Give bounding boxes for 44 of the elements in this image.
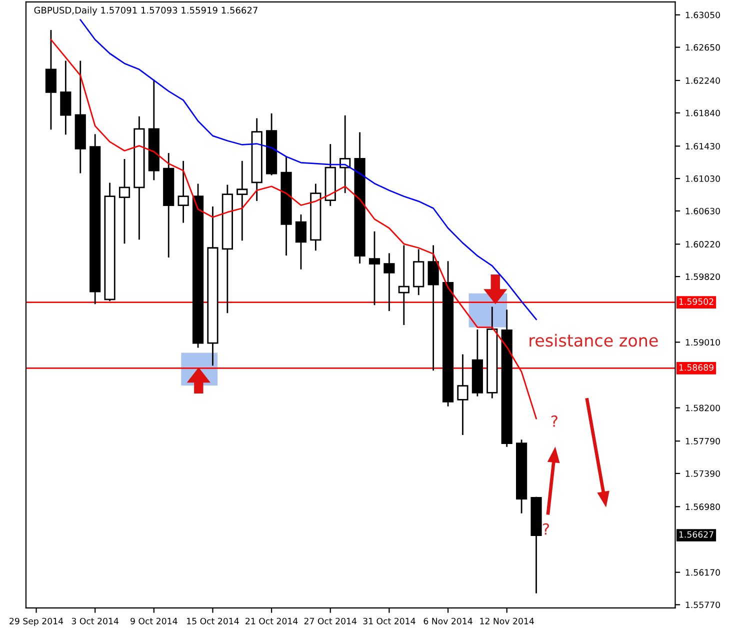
candlestick (45, 30, 57, 130)
x-tick-label: 3 Oct 2014 (72, 618, 118, 624)
x-tick-label: 29 Sep 2014 (10, 618, 64, 626)
y-tick-label: 1.57390 (686, 470, 720, 477)
line-series (80, 19, 537, 320)
text: ? (552, 415, 558, 427)
y-tick-label: 1.57790 (686, 438, 720, 444)
y-tick-label: 1.61430 (686, 142, 720, 150)
candlestick (398, 245, 410, 325)
y-tick-label: 1.56170 (686, 569, 720, 576)
x-tick-label: 27 Oct 2014 (304, 618, 357, 624)
x-tick-label: 6 Nov 2014 (424, 618, 472, 624)
annotation: resistance zone (530, 334, 658, 347)
candlestick (236, 160, 248, 241)
candlestick (384, 253, 395, 312)
x-tick-label: 21 Oct 2014 (246, 618, 298, 624)
text: GBPUSD,Daily 1.57091 1.57093 1.55919 1.56627 (34, 6, 258, 16)
y-tick-label: 1.62240 (686, 77, 720, 84)
y-tick-label: 1.59010 (686, 339, 720, 346)
x-tick-label: 12 Nov 2014 (480, 618, 534, 624)
candlestick (428, 245, 439, 371)
y-tick-label: 1.61030 (686, 175, 720, 182)
y-tick-label: 1.59820 (686, 273, 720, 280)
ref-line-label: 1.58689 (679, 364, 714, 371)
candlestick (118, 158, 130, 244)
text: 1.56627 (679, 531, 714, 538)
y-tick-label: 1.60630 (686, 208, 720, 214)
y-tick-label: 1.55770 (686, 602, 720, 608)
x-tick-label: 15 Oct 2014 (187, 618, 239, 624)
x-tick-label: 9 Oct 2014 (130, 618, 178, 624)
candlestick (178, 160, 189, 223)
ref-line-label: 1.59502 (679, 298, 714, 305)
y-tick-label: 1.58200 (686, 404, 720, 412)
candlestick (295, 214, 307, 270)
candlestick (368, 231, 380, 306)
x-tick-label: 31 Oct 2014 (363, 618, 416, 624)
candlestick (457, 354, 468, 436)
y-tick-label: 1.56980 (686, 504, 720, 510)
y-tick-label: 1.63050 (686, 12, 720, 18)
candlestick (60, 60, 72, 135)
y-tick-label: 1.60220 (686, 241, 720, 248)
annotation: ? (543, 523, 550, 535)
y-tick-label: 1.62650 (686, 44, 720, 51)
y-tick-label: 1.61840 (686, 110, 720, 116)
